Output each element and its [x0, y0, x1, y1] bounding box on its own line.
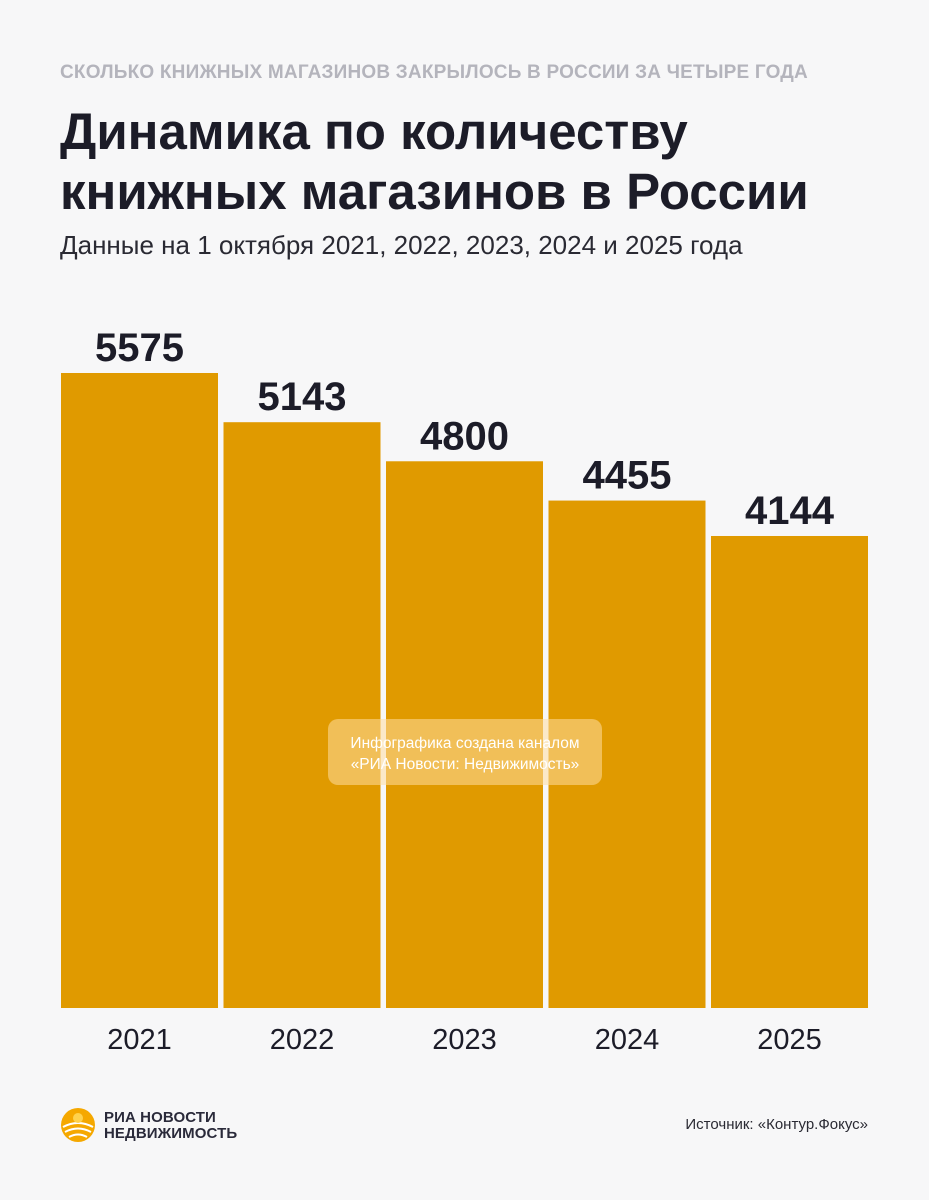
bar-chart: 5575 2021 5143 2022 4800 2023 4455 2024 4144 2025 — [61, 326, 868, 1056]
watermark-badge: Инфографика создана каналом «РИА Новости… — [328, 719, 602, 785]
chart-kicker: СКОЛЬКО КНИЖНЫХ МАГАЗИНОВ ЗАКРЫЛОСЬ В РО… — [60, 62, 808, 83]
data-label-2023: 4800 — [420, 414, 509, 458]
bar-2025 — [711, 535, 868, 1008]
bar-2022 — [223, 422, 381, 1008]
x-tick-label-2025: 2025 — [757, 1024, 822, 1056]
x-tick-label-2023: 2023 — [432, 1024, 497, 1056]
ria-novosti-logo-text: РИА НОВОСТИ НЕДВИЖИМОСТЬ — [104, 1110, 237, 1142]
data-label-2024: 4455 — [583, 454, 672, 498]
watermark-line-1: Инфографика создана каналом — [350, 735, 580, 752]
bar-2021 — [61, 373, 218, 1008]
x-tick-label-2022: 2022 — [270, 1024, 335, 1056]
x-tick-label-2024: 2024 — [595, 1024, 660, 1056]
logo-line-1: РИА НОВОСТИ — [104, 1109, 216, 1126]
data-label-2021: 5575 — [95, 326, 184, 370]
source-note: Источник: «Контур.Фокус» — [685, 1116, 868, 1133]
chart-title: Динамика по количеству книжных магазинов… — [60, 103, 809, 220]
logo-line-2: НЕДВИЖИМОСТЬ — [104, 1125, 238, 1142]
ria-novosti-sun-icon — [61, 1108, 95, 1142]
data-label-2022: 5143 — [258, 375, 347, 419]
x-tick-label-2021: 2021 — [107, 1024, 172, 1056]
chart-subtitle: Данные на 1 октября 2021, 2022, 2023, 20… — [60, 230, 743, 260]
data-label-2025: 4144 — [745, 489, 835, 533]
watermark-line-2: «РИА Новости: Недвижимость» — [350, 756, 580, 773]
